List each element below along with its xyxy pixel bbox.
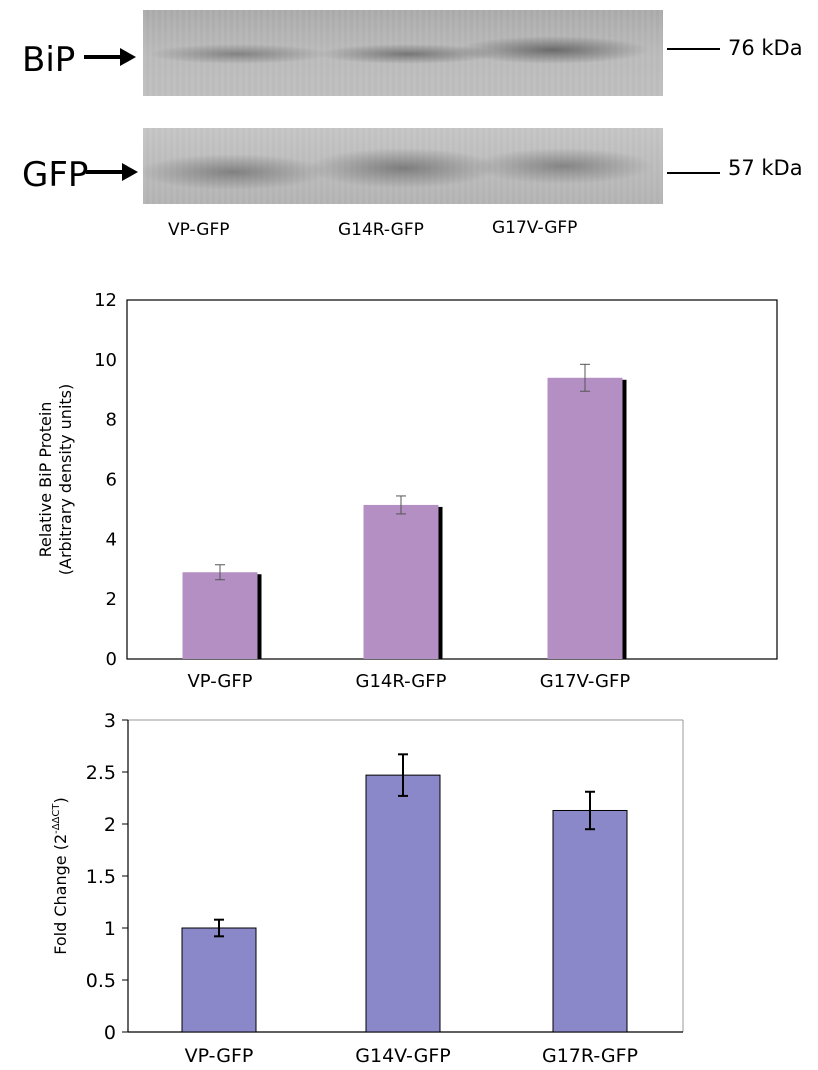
y-tick-label: 3 <box>104 710 116 732</box>
y-tick-label: 1 <box>104 918 116 940</box>
y-tick-label: 8 <box>106 410 117 431</box>
lane-label-3: G17V-GFP <box>492 218 578 238</box>
gfp-size-label: 57 kDa <box>728 156 803 180</box>
y-tick-label: 0 <box>104 1022 116 1044</box>
bip-marker-line <box>667 48 720 50</box>
x-tick-label: G17V-GFP <box>540 671 631 690</box>
fold-change-chart: 0 0.5 1 1.5 2 2.5 3 VP-GFP G14V-GFP G17R-GFP Fold … <box>51 710 684 1067</box>
bip-size-label: 76 kDa <box>728 36 803 60</box>
lane-label-2: G14R-GFP <box>338 220 424 240</box>
y-axis-label-main: Fold Change (2 <box>51 834 70 955</box>
y-axis-label-line2: (Arbitrary density units) <box>56 384 75 575</box>
bar <box>365 774 441 1033</box>
x-tick-label: G14R-GFP <box>356 671 447 690</box>
bip-arrow <box>84 48 136 66</box>
y-axis-label: Relative BiP Protein <box>36 402 55 558</box>
y-tick-label: 0 <box>106 649 117 670</box>
bar <box>547 377 623 659</box>
y-tick-label: 1.5 <box>86 866 116 888</box>
y-axis-label-close: ) <box>51 797 70 803</box>
y-tick-label: 2.5 <box>86 762 116 784</box>
bip-blot-image <box>143 10 663 96</box>
x-tick-label: VP-GFP <box>185 1045 254 1067</box>
gfp-arrow <box>86 163 138 181</box>
lane-label-1: VP-GFP <box>168 220 230 240</box>
bar <box>181 927 257 1033</box>
bip-label: BiP <box>22 40 76 80</box>
bip-blot-graphic <box>143 10 663 96</box>
x-tick-label: G14V-GFP <box>355 1045 450 1067</box>
y-axis-label-superscript: -ΔΔCT <box>51 803 62 834</box>
y-tick-label: 10 <box>94 350 117 371</box>
bar <box>552 809 628 1033</box>
y-tick-label: 2 <box>104 814 116 836</box>
x-tick-label: G17R-GFP <box>542 1045 638 1067</box>
bip-protein-chart: 0 2 4 6 8 10 12 VP-GFP G14R-GFP G17V-GFP Relative … <box>36 290 778 690</box>
y-tick-label: 6 <box>106 470 117 491</box>
y-tick-label: 2 <box>106 589 117 610</box>
bar <box>182 572 258 659</box>
x-tick-label: VP-GFP <box>187 671 252 690</box>
y-tick-label: 4 <box>106 529 117 550</box>
gfp-blot-graphic <box>143 128 663 204</box>
bar <box>363 504 439 659</box>
y-axis-label: Fold Change (2-ΔΔCT) <box>51 797 70 955</box>
gfp-label: GFP <box>22 155 89 195</box>
y-tick-label: 0.5 <box>86 970 116 992</box>
y-tick-label: 12 <box>94 290 117 311</box>
gfp-blot-image <box>143 128 663 204</box>
gfp-marker-line <box>667 172 720 174</box>
